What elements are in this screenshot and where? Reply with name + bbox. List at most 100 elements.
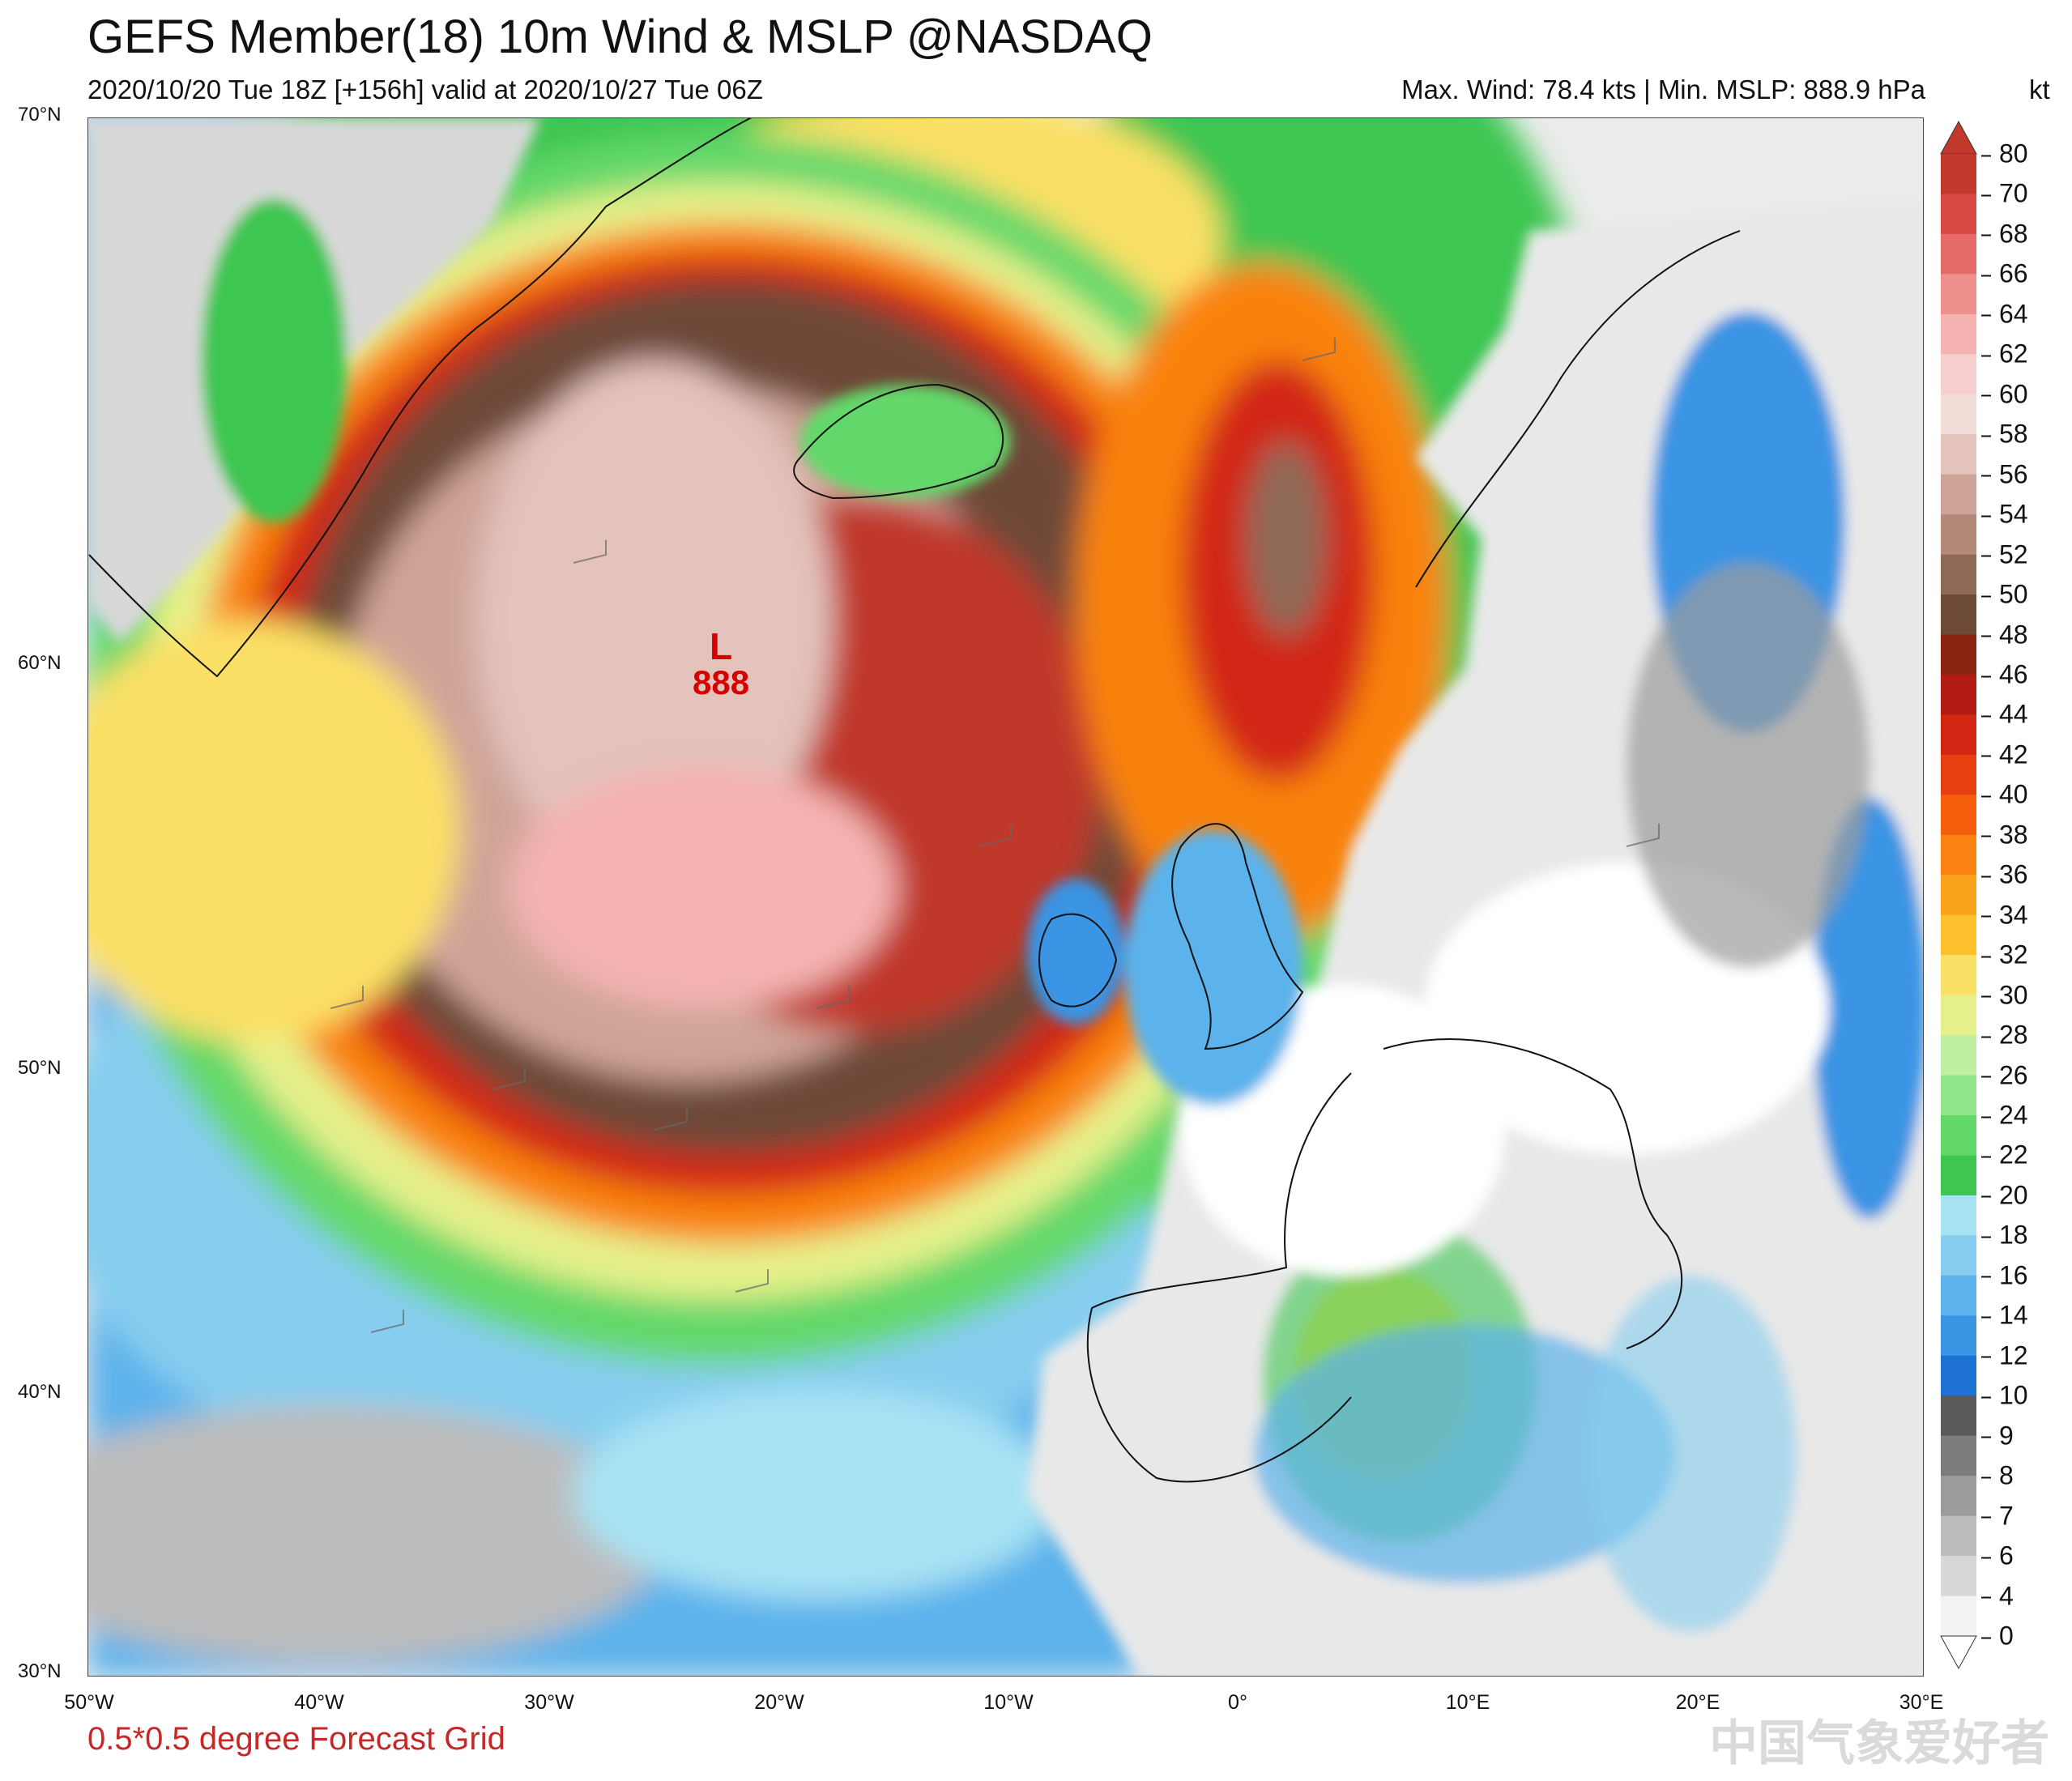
colorbar-tick-label: 20	[1981, 1180, 2028, 1210]
colorbar-swatch	[1941, 1355, 1976, 1396]
colorbar-tick-label: 4	[1981, 1581, 2014, 1611]
max-min-stats: Max. Wind: 78.4 kts | Min. MSLP: 888.9 h…	[1401, 75, 1925, 104]
colorbar-tick-label: 40	[1981, 780, 2028, 810]
colorbar-swatch	[1941, 875, 1976, 916]
colorbar-swatch	[1941, 1035, 1976, 1076]
low-pressure-center: L 888	[693, 628, 749, 701]
colorbar-tick-label: 8	[1981, 1461, 2014, 1491]
map-title: GEFS Member(18) 10m Wind & MSLP @NASDAQ	[87, 11, 1153, 63]
valid-time: 2020/10/20 Tue 18Z [+156h] valid at 2020…	[87, 75, 763, 104]
colorbar-max-arrow	[1940, 120, 1977, 155]
colorbar-tick-label: 54	[1981, 500, 2028, 530]
colorbar-tick-label: 60	[1981, 379, 2028, 409]
colorbar-tick-label: 70	[1981, 179, 2028, 209]
colorbar-swatch	[1941, 354, 1976, 395]
colorbar-swatch	[1941, 754, 1976, 795]
colorbar-tick-label: 22	[1981, 1140, 2028, 1170]
colorbar-swatch	[1941, 514, 1976, 556]
low-marker: L	[709, 625, 733, 667]
colorbar-swatch	[1941, 1275, 1976, 1316]
colorbar-swatch	[1941, 274, 1976, 315]
colorbar-tick-label: 14	[1981, 1301, 2028, 1331]
colorbar-swatch	[1941, 795, 1976, 836]
wind-field	[87, 117, 1924, 1677]
colorbar-swatch	[1941, 1195, 1976, 1236]
colorbar-swatch	[1941, 1115, 1976, 1156]
lon-label: 20°W	[754, 1691, 804, 1714]
lat-label: 70°N	[18, 104, 62, 126]
lat-label: 50°N	[18, 1057, 62, 1079]
lon-label: 50°W	[64, 1691, 114, 1714]
colorbar-swatch	[1941, 1155, 1976, 1196]
low-value: 888	[693, 663, 750, 701]
watermark: 中国气象爱好者	[1709, 1716, 2049, 1770]
colorbar-tick-label: 0	[1981, 1621, 2014, 1651]
colorbar-swatch	[1941, 474, 1976, 515]
colorbar-swatch	[1941, 313, 1976, 355]
colorbar-swatches	[1940, 120, 1977, 1670]
colorbar-swatch	[1941, 154, 1976, 194]
lat-label: 60°N	[18, 652, 62, 674]
colorbar-swatch	[1941, 1315, 1976, 1357]
colorbar-swatch	[1941, 554, 1976, 595]
colorbar-swatch	[1941, 834, 1976, 876]
lon-label: 20°E	[1675, 1691, 1720, 1714]
colorbar-unit: kt	[2029, 75, 2050, 104]
colorbar-tick-label: 36	[1981, 860, 2028, 890]
colorbar-swatch	[1941, 594, 1976, 636]
colorbar-tick-label: 56	[1981, 459, 2028, 489]
colorbar-swatch	[1941, 674, 1976, 715]
lat-label: 40°N	[18, 1381, 62, 1403]
colorbar-swatch	[1941, 1235, 1976, 1276]
grid-note: 0.5*0.5 degree Forecast Grid	[87, 1721, 505, 1757]
colorbar-tick-label: 52	[1981, 539, 2028, 569]
colorbar-tick-label: 32	[1981, 940, 2028, 970]
colorbar-swatch	[1941, 1596, 1976, 1637]
colorbar-swatch	[1941, 995, 1976, 1036]
lon-label: 40°W	[294, 1691, 344, 1714]
colorbar-swatch	[1941, 634, 1976, 675]
colorbar-tick-label: 66	[1981, 259, 2028, 289]
colorbar-tick-label: 50	[1981, 580, 2028, 610]
colorbar-swatch	[1941, 714, 1976, 756]
colorbar-tick-label: 18	[1981, 1221, 2028, 1251]
colorbar-swatch	[1941, 194, 1976, 235]
colorbar-tick-label: 7	[1981, 1501, 2014, 1531]
colorbar-tick-label: 80	[1981, 139, 2028, 169]
colorbar-swatch	[1941, 434, 1976, 475]
colorbar-swatch	[1941, 1515, 1976, 1557]
colorbar-tick-label: 10	[1981, 1381, 2028, 1411]
colorbar-tick-label: 30	[1981, 980, 2028, 1010]
colorbar-swatch	[1941, 1395, 1976, 1437]
colorbar-tick-label: 58	[1981, 420, 2028, 450]
colorbar-tick-label: 46	[1981, 659, 2028, 689]
colorbar-labels: 80 70 68 66 64 62 60 58 56 54 52 50 48 46 44 42 40 38 36 34…	[1981, 121, 2062, 1668]
colorbar-tick-label: 48	[1981, 620, 2028, 650]
lon-label: 10°E	[1445, 1691, 1490, 1714]
colorbar-min-arrow	[1940, 1635, 1977, 1670]
lat-label: 30°N	[18, 1660, 62, 1682]
colorbar-tick-label: 24	[1981, 1101, 2028, 1131]
colorbar-tick-label: 42	[1981, 739, 2028, 769]
colorbar-tick-label: 38	[1981, 820, 2028, 850]
colorbar-tick-label: 12	[1981, 1340, 2028, 1370]
colorbar-tick-label: 9	[1981, 1421, 2014, 1451]
colorbar-swatch	[1941, 394, 1976, 435]
lon-label: 30°W	[524, 1691, 574, 1714]
colorbar-tick-label: 62	[1981, 339, 2028, 369]
colorbar-tick-label: 68	[1981, 219, 2028, 249]
lon-label: 30°E	[1899, 1691, 1944, 1714]
colorbar-swatch	[1941, 1075, 1976, 1116]
colorbar-tick-label: 16	[1981, 1260, 2028, 1290]
wind-map	[87, 117, 1924, 1677]
lon-label: 0°	[1228, 1691, 1247, 1714]
colorbar-swatch	[1941, 1435, 1976, 1476]
colorbar	[1940, 120, 1977, 1670]
colorbar-tick-label: 6	[1981, 1541, 2014, 1571]
colorbar-tick-label: 64	[1981, 299, 2028, 329]
colorbar-swatch	[1941, 1476, 1976, 1517]
colorbar-swatch	[1941, 233, 1976, 275]
colorbar-tick-label: 26	[1981, 1060, 2028, 1090]
colorbar-tick-label: 34	[1981, 900, 2028, 930]
colorbar-swatch	[1941, 1556, 1976, 1597]
